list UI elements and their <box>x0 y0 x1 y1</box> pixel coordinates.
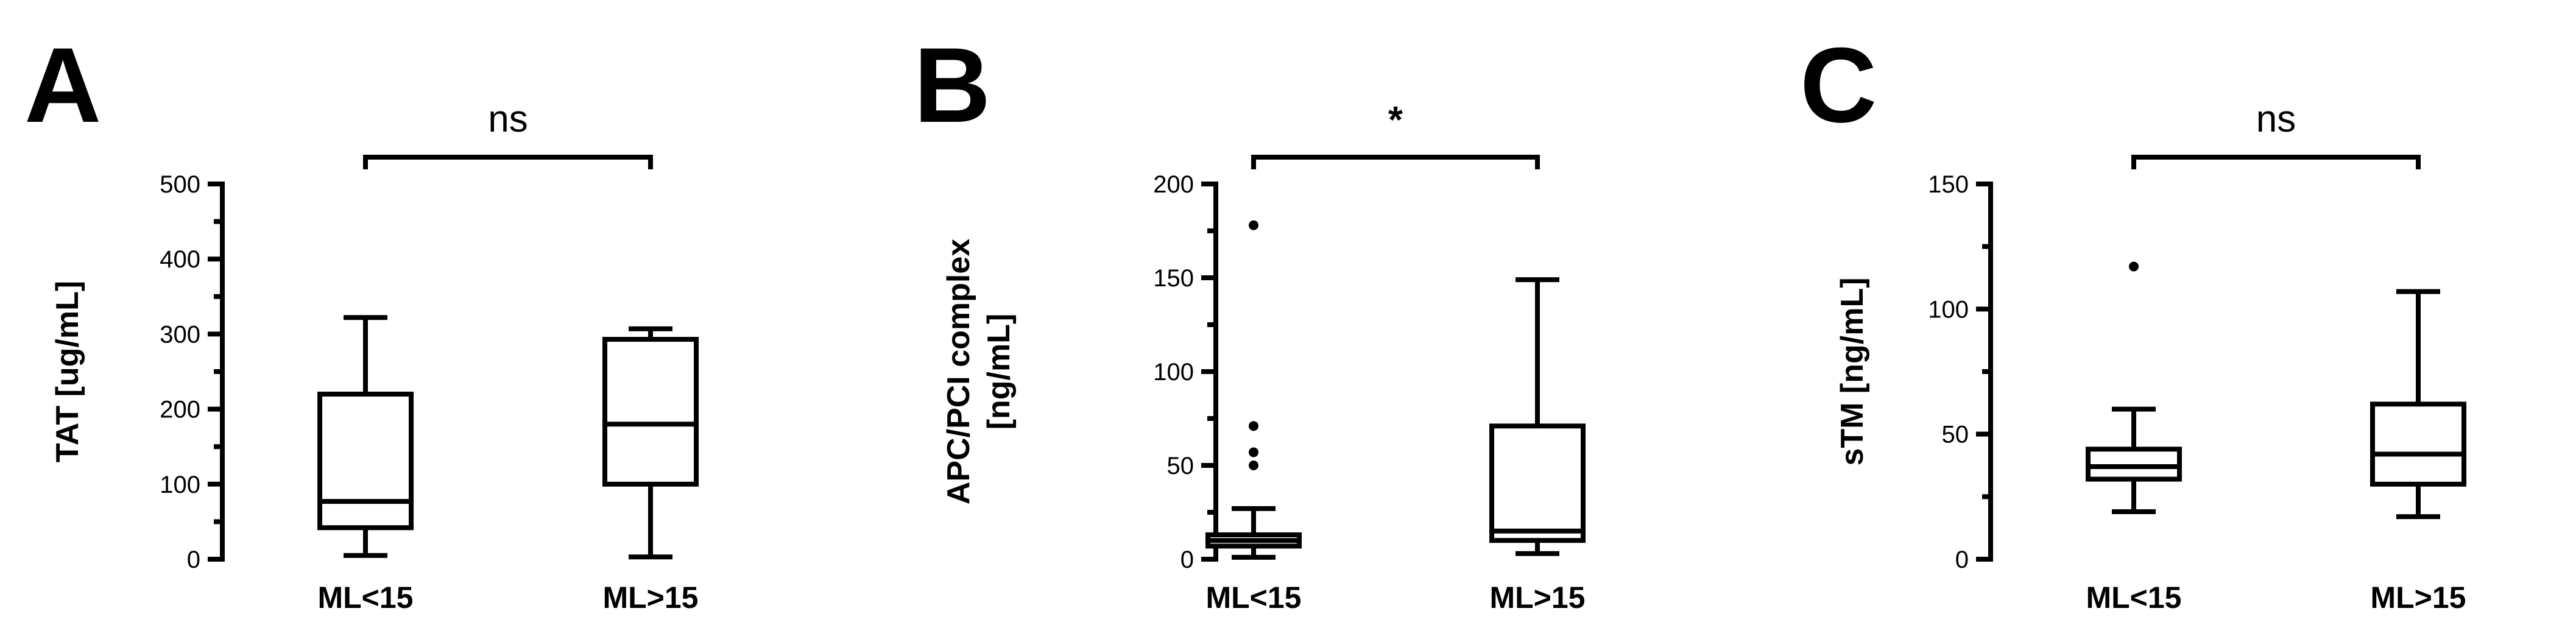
panel-label: C <box>1800 26 1877 145</box>
chart-panel-b: B 0 50 100 150 200 APC/PCI complex [ng/mL] ML<15… <box>914 26 1586 615</box>
box-plot-ml-lt-15 <box>2086 261 2182 514</box>
x-category-label: ML<15 <box>2086 581 2181 615</box>
y-axis-title: TAT [ug/mL] <box>50 281 85 462</box>
y-tick-label: 0 <box>1180 546 1194 573</box>
x-category-label: ML<15 <box>317 581 413 615</box>
significance-label: ns <box>488 98 528 140</box>
panel-label: B <box>914 26 990 145</box>
significance-label: * <box>1388 99 1403 141</box>
y-tick-label: 100 <box>1153 359 1194 386</box>
box-plot-ml-gt-15 <box>602 326 699 560</box>
iqr-box <box>2086 447 2182 482</box>
significance-bracket <box>363 155 653 169</box>
significance-bracket <box>1251 155 1540 169</box>
significance-bracket <box>2131 155 2421 169</box>
y-tick-label: 100 <box>1928 296 1969 323</box>
outlier-point <box>1249 461 1258 470</box>
iqr-box <box>2370 401 2466 487</box>
y-tick-label: 100 <box>160 471 200 498</box>
y-tick-label: 50 <box>1167 453 1194 479</box>
x-category-label: ML>15 <box>2370 581 2466 615</box>
chart-panel-a: A 0 100 200 300 400 500 TAT [ug/mL] ML<15 ML>15 ns <box>24 26 699 615</box>
y-axis-title-line: sTM [ng/mL] <box>1835 277 1870 465</box>
y-tick-label: 300 <box>160 321 200 348</box>
y-axis-title: sTM [ng/mL] <box>1835 277 1870 465</box>
box-plot-ml-gt-15 <box>2370 289 2466 520</box>
chart-panel-c: C 0 50 100 150 sTM [ng/mL] ML<15 ML>15 ns <box>1800 26 2466 615</box>
y-tick-label: 0 <box>1955 546 1969 573</box>
y-axis-title-line: TAT [ug/mL] <box>50 281 85 462</box>
y-tick-label: 500 <box>160 171 200 198</box>
outlier-point <box>1249 220 1258 230</box>
y-tick-label: 200 <box>1153 171 1194 198</box>
iqr-box <box>317 391 414 531</box>
x-category-label: ML<15 <box>1205 581 1301 615</box>
significance-label: ns <box>2256 98 2296 140</box>
outlier-point <box>1249 447 1258 457</box>
y-tick-label: 200 <box>160 397 200 423</box>
y-axis-title: APC/PCI complex [ng/mL] <box>941 239 1017 504</box>
box-plot-ml-gt-15 <box>1489 277 1586 556</box>
iqr-box <box>1489 423 1586 543</box>
outlier-point <box>2129 261 2139 272</box>
box-plot-ml-lt-15 <box>317 315 414 558</box>
box-plot-ml-lt-15 <box>1205 220 1302 560</box>
x-category-label: ML>15 <box>1489 581 1585 615</box>
iqr-box <box>602 337 699 487</box>
y-axis-title-line: APC/PCI complex <box>941 239 976 504</box>
y-tick-label: 0 <box>187 546 200 573</box>
y-tick-label: 150 <box>1153 265 1194 292</box>
y-tick-label: 50 <box>1942 422 1969 448</box>
y-tick-label: 400 <box>160 246 200 273</box>
outlier-point <box>1249 421 1258 431</box>
y-axis-title-line: [ng/mL] <box>981 314 1017 430</box>
y-tick-label: 150 <box>1928 171 1969 198</box>
panel-label: A <box>24 26 101 145</box>
x-category-label: ML>15 <box>602 581 698 615</box>
